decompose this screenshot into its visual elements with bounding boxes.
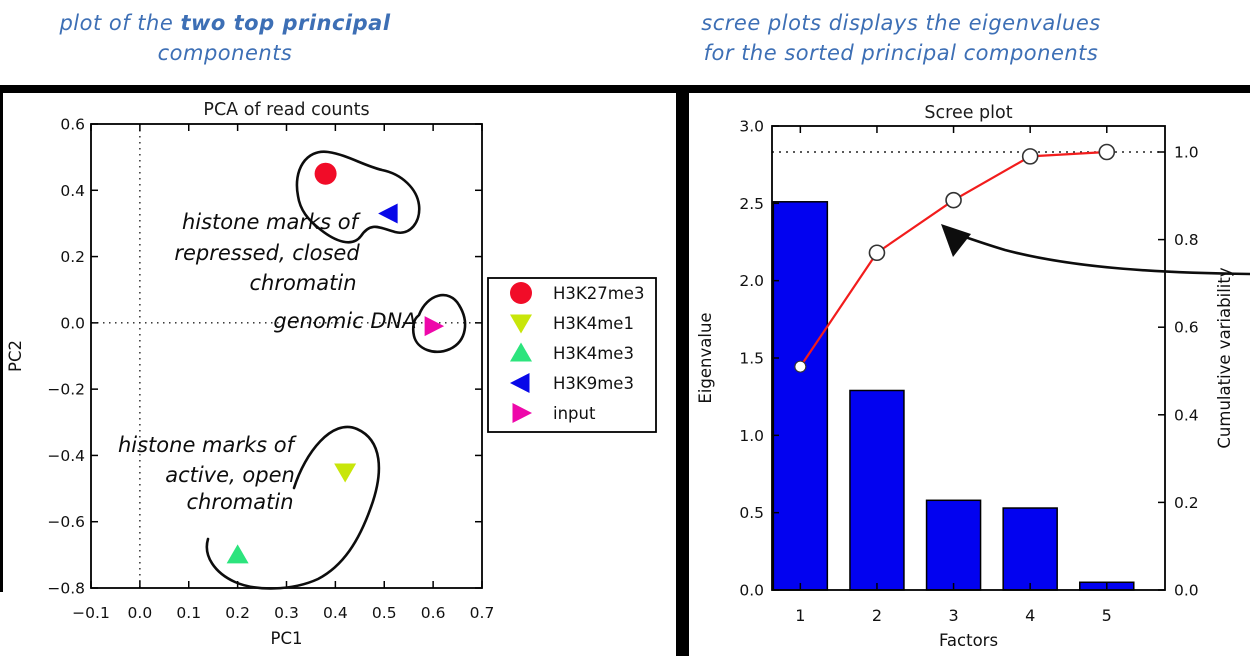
scree-plot: Scree plot 1 2 3 4 5 0.0 0.5 1.0 1.5 2.0 2.5 3.0 0.0 0…: [696, 103, 1250, 650]
x-tick-label: 0.3: [274, 604, 299, 622]
left-y-tick-label: 1.0: [739, 427, 764, 445]
annotation-line: histone marks of: [118, 433, 298, 457]
cumulative-point-3: [945, 191, 962, 209]
x-tick-label: −0.1: [72, 604, 110, 622]
note-left-line2: components: [157, 41, 293, 65]
eigenvalue-bar-1: [772, 201, 829, 591]
annotation-genomic-dna: genomic DNA: [273, 309, 416, 333]
marker-H3K4me3: [226, 544, 249, 564]
legend-marker-H3K4me3: [510, 342, 532, 362]
y-tick-label: 0.4: [60, 182, 85, 200]
cumulative-point-5: [1098, 143, 1116, 161]
legend-marker-H3K27me3: [510, 282, 532, 304]
x-tick-label: 0.5: [372, 604, 397, 622]
x-tick-label: 5: [1102, 606, 1112, 625]
y-tick-label: −0.4: [47, 447, 85, 465]
left-y-tick-label: 0.0: [739, 582, 764, 600]
left-y-tick-label: 1.5: [739, 350, 764, 368]
x-tick-label: 2: [872, 606, 882, 625]
right-y-axis-label: Cumulative variability: [1215, 267, 1234, 448]
annotation-line: histone marks of: [182, 210, 362, 234]
right-y-tick-label: 0.8: [1174, 231, 1199, 249]
marker-H3K9me3: [378, 203, 398, 224]
top-border-rule: [0, 85, 1250, 93]
x-tick-label: 1: [795, 606, 805, 625]
y-axis-label: PC2: [6, 340, 25, 372]
pca-scatter-plot: PCA of read counts −0.1 0.0 0.1 0.2 0.3 0.4 0.5…: [6, 100, 657, 648]
y-tick-label: −0.2: [47, 381, 85, 399]
legend: H3K27me3 H3K4me1 H3K4me3 H3K9me3 input: [487, 277, 657, 433]
left-plot-title: PCA of read counts: [203, 100, 369, 120]
annotation-line: genomic DNA: [273, 309, 416, 333]
legend-label-H3K4me3: H3K4me3: [553, 344, 634, 363]
y-tick-label: 0.0: [60, 314, 85, 332]
eigenvalue-bar-4: [1002, 507, 1058, 591]
y-tick-label: −0.6: [47, 513, 85, 531]
x-axis-label: Factors: [939, 631, 998, 650]
x-tick-label: 0.1: [176, 604, 201, 622]
cumulative-point-2: [868, 244, 886, 262]
y-tick-label: 0.6: [60, 116, 85, 134]
right-y-tick-label: 0.2: [1174, 494, 1199, 512]
x-tick-label: 0.0: [128, 604, 153, 622]
left-y-tick-label: 0.5: [739, 504, 764, 522]
annotation-active-chromatin: histone marks of active, open chromatin: [118, 433, 298, 514]
right-y-tick-label: 0.0: [1174, 582, 1199, 600]
note-left: plot of the two top principal components: [25, 8, 425, 68]
hand-arrow-curve: [960, 234, 1250, 276]
marker-H3K4me1: [334, 463, 357, 483]
x-tick-label: 0.7: [470, 604, 495, 622]
note-left-line1: plot of the two top principal: [59, 11, 391, 35]
y-tick-label: −0.8: [47, 580, 85, 598]
x-tick-label: 0.2: [225, 604, 250, 622]
x-tick-label: 0.6: [421, 604, 446, 622]
right-y-tick-label: 0.6: [1174, 319, 1199, 337]
right-plot-title: Scree plot: [924, 103, 1012, 123]
annotation-line: chromatin: [249, 271, 356, 295]
legend-label-H3K4me1: H3K4me1: [553, 314, 634, 333]
note-right-line2: for the sorted principal components: [703, 41, 1099, 65]
legend-label-H3K27me3: H3K27me3: [553, 284, 644, 303]
x-tick-label: 0.4: [323, 604, 348, 622]
legend-label-input: input: [553, 404, 596, 423]
legend-label-H3K9me3: H3K9me3: [553, 374, 634, 393]
legend-marker-H3K9me3: [510, 373, 530, 393]
x-tick-label: 3: [948, 606, 958, 625]
panel-divider: [676, 85, 689, 656]
loop-active-cluster: [205, 425, 381, 590]
legend-marker-H3K4me1: [510, 314, 532, 334]
annotation-repressed-chromatin: histone marks of repressed, closed chromat…: [174, 210, 361, 295]
right-y-tick-label: 0.4: [1174, 406, 1199, 424]
loop-genomic-dna: [411, 293, 467, 354]
loop-repressed-cluster: [295, 150, 421, 244]
right-y-tick-label: 1.0: [1174, 144, 1199, 162]
cumulative-point-1: [794, 360, 807, 373]
x-axis-label: PC1: [271, 629, 303, 648]
cumulative-line: [799, 150, 1107, 368]
cumulative-point-4: [1021, 148, 1039, 165]
left-y-tick-label: 2.5: [739, 195, 764, 213]
axes-box: [90, 123, 483, 589]
marker-input: [424, 316, 445, 337]
annotation-line: repressed, closed: [174, 241, 360, 265]
annotation-line: chromatin: [186, 490, 293, 514]
eigenvalue-bar-3: [925, 499, 982, 591]
hand-arrow-head: [941, 224, 971, 257]
legend-marker-input: [512, 403, 532, 423]
annotation-line: active, open: [165, 463, 295, 487]
left-border-rule: [0, 85, 3, 592]
y-tick-label: 0.2: [60, 248, 85, 266]
note-right: scree plots displays the eigenvalues for…: [700, 8, 1102, 68]
x-tick-label: 4: [1025, 606, 1035, 625]
left-y-tick-label: 3.0: [739, 118, 764, 136]
left-y-tick-label: 2.0: [739, 272, 764, 290]
note-right-line1: scree plots displays the eigenvalues: [701, 11, 1101, 35]
left-y-axis-label: Eigenvalue: [696, 312, 715, 403]
marker-H3K27me3: [314, 162, 337, 185]
eigenvalue-bar-2: [849, 389, 905, 591]
